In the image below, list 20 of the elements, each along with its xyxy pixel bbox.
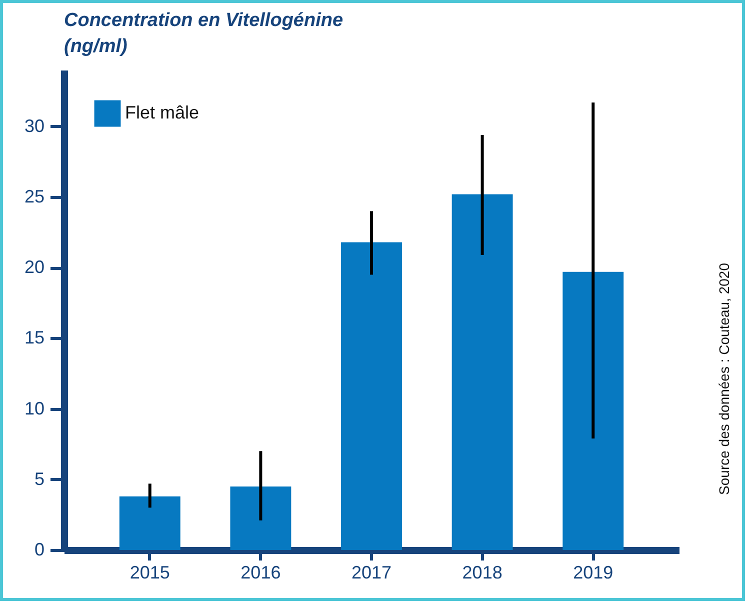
- x-tick-label: 2016: [240, 562, 281, 582]
- x-tick-label: 2017: [351, 562, 392, 582]
- bar: [452, 194, 513, 550]
- y-axis-title: Concentration en Vitellogénine (ng/ml): [64, 10, 344, 57]
- bar: [562, 272, 624, 550]
- x-tick-label: 2015: [130, 562, 170, 582]
- legend-label: Flet mâle: [125, 102, 200, 122]
- bar: [341, 242, 402, 550]
- y-tick-label: 10: [24, 398, 44, 418]
- y-tick-label: 30: [24, 116, 44, 136]
- bar: [119, 496, 180, 550]
- x-tick-label: 2018: [462, 562, 502, 582]
- y-tick-label: 20: [24, 257, 44, 278]
- y-tick-label: 15: [24, 328, 44, 348]
- y-tick-label: 0: [34, 540, 44, 560]
- source-note: Source des données : Couteau, 2020: [716, 263, 732, 495]
- bar: [230, 486, 292, 550]
- y-tick-label: 25: [24, 186, 44, 207]
- y-tick-label: 5: [34, 468, 44, 489]
- x-tick-label: 2019: [573, 562, 614, 582]
